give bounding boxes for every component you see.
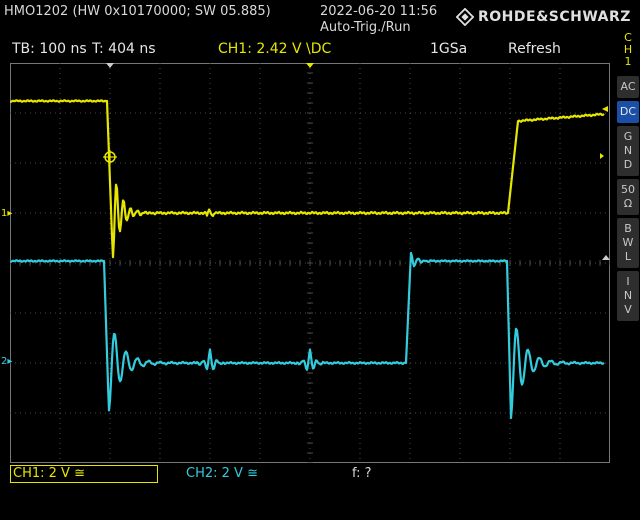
channel-label-num: 1 <box>624 55 632 68</box>
ch1-trace <box>10 99 605 259</box>
channel-label: C H 1 <box>617 30 639 70</box>
ch2-marker-label: 2 <box>1 356 8 367</box>
dc-label: DC <box>619 105 637 118</box>
inv-label-3: V <box>624 303 632 316</box>
ohm-label-1: 50 <box>621 183 635 196</box>
bandwidth-limit-button[interactable]: B W L <box>617 218 639 268</box>
channel-label-h: H <box>623 43 633 56</box>
gnd-label-2: N <box>623 144 633 157</box>
inv-label-1: I <box>626 275 630 288</box>
waveform-display[interactable] <box>10 63 610 463</box>
ch1-scale[interactable]: CH1: 2 V ≅ <box>10 465 158 483</box>
acquisition-mode[interactable]: Refresh <box>508 41 561 57</box>
ch2-marker[interactable]: 2▸ <box>1 356 13 367</box>
coupling-dc-button[interactable]: DC <box>617 101 639 123</box>
bwl-label-1: B <box>624 222 632 235</box>
trigger-level-marker-icon <box>602 106 608 112</box>
brand-text: ROHDE&SCHWARZ <box>478 9 631 25</box>
trigger-position-marker-icon <box>106 63 114 68</box>
ch1-marker-label: 1 <box>1 208 8 219</box>
graticule <box>10 63 610 463</box>
channel-menu: C H 1 AC DC G N D 50 Ω B W L I N V <box>617 30 640 324</box>
ch1-trigger-level[interactable]: CH1: 2.42 V \DC <box>218 41 332 57</box>
ch1-trigger-level-arrow-icon <box>600 153 604 159</box>
impedance-50ohm-button[interactable]: 50 Ω <box>617 179 639 215</box>
coupling-gnd-button[interactable]: G N D <box>617 126 639 176</box>
gnd-label-3: D <box>623 158 633 171</box>
trigger-point-icon <box>103 150 117 164</box>
invert-button[interactable]: I N V <box>617 271 639 321</box>
model-info: HMO1202 (HW 0x10170000; SW 05.885) <box>4 4 271 19</box>
ac-label: AC <box>620 80 636 93</box>
ch2-offset-marker-icon <box>602 255 610 260</box>
grid-lines <box>10 63 610 463</box>
sample-rate: 1GSa <box>430 41 468 57</box>
datetime: 2022-06-20 11:56 <box>320 4 438 19</box>
inv-label-2: N <box>623 289 633 302</box>
ohm-label-2: Ω <box>623 197 633 210</box>
ch1-marker[interactable]: 1▸ <box>1 208 13 219</box>
coupling-ac-button[interactable]: AC <box>617 76 639 98</box>
timebase[interactable]: TB: 100 ns <box>12 41 87 57</box>
channel-label-c: C <box>624 31 632 44</box>
ch2-scale[interactable]: CH2: 2 V ≅ <box>186 466 258 481</box>
brand-logo-icon <box>456 8 474 26</box>
frequency-readout: f: ? <box>352 466 372 481</box>
bwl-label-2: W <box>622 236 634 249</box>
ch2-trace <box>10 251 605 420</box>
trigger-time-marker-icon <box>306 63 314 68</box>
bwl-label-3: L <box>624 250 632 263</box>
gnd-label-1: G <box>623 130 633 143</box>
trigger-time[interactable]: T: 404 ns <box>92 41 156 57</box>
trigger-mode: Auto-Trig./Run <box>320 20 411 35</box>
brand: ROHDE&SCHWARZ <box>456 8 631 26</box>
